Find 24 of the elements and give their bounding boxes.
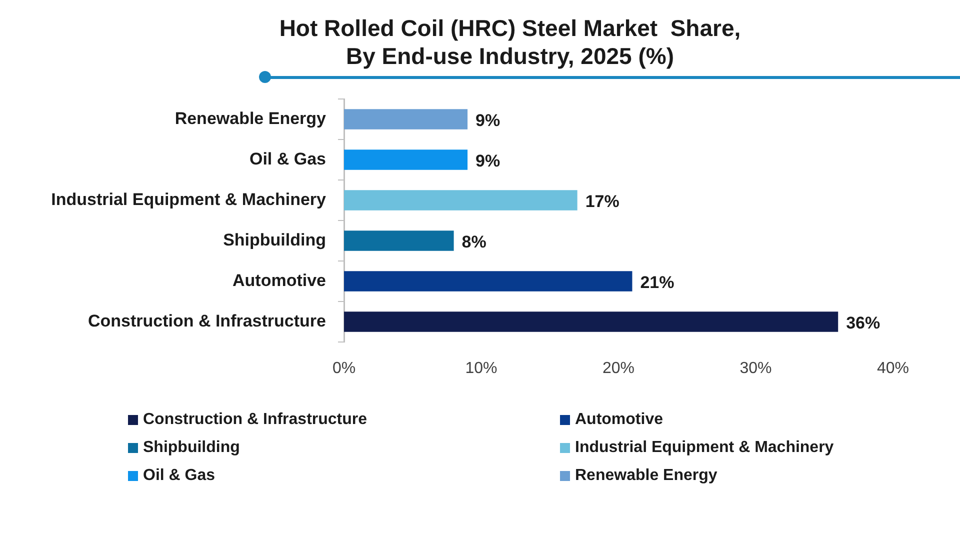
legend-label: Renewable Energy [575, 467, 718, 485]
data-label: 36% [846, 313, 880, 332]
data-label: 21% [640, 272, 674, 292]
x-tick-label: 20% [602, 360, 635, 378]
legend-label: Construction & Infrastructure [143, 411, 368, 429]
data-label: 9% [476, 151, 500, 170]
y-tick-label: Shipbuilding [223, 230, 326, 250]
x-tick-label: 0% [332, 360, 356, 378]
y-tick-label: Automotive [232, 270, 326, 290]
legend-label: Oil & Gas [143, 467, 216, 485]
y-tick-label: Oil & Gas [249, 149, 326, 168]
data-label: 8% [462, 232, 486, 252]
legend-label: Shipbuilding [143, 439, 240, 457]
x-tick-label: 40% [876, 360, 910, 378]
y-tick-label: Industrial Equipment & Machinery [51, 190, 327, 209]
legend-label: Automotive [575, 411, 663, 429]
y-tick-label: Renewable Energy [174, 108, 327, 128]
legend-label: Industrial Equipment & Machinery [575, 439, 834, 457]
data-label: 9% [476, 110, 500, 130]
x-tick-label: 30% [740, 360, 772, 378]
x-tick-label: 10% [465, 360, 498, 378]
y-tick-label: Construction & Infrastructure [88, 311, 326, 330]
chart-title: Hot Rolled Coil (HRC) Steel Market Share, By End-use Industry, 2025 (%) [278, 14, 742, 70]
data-label: 17% [585, 192, 620, 211]
